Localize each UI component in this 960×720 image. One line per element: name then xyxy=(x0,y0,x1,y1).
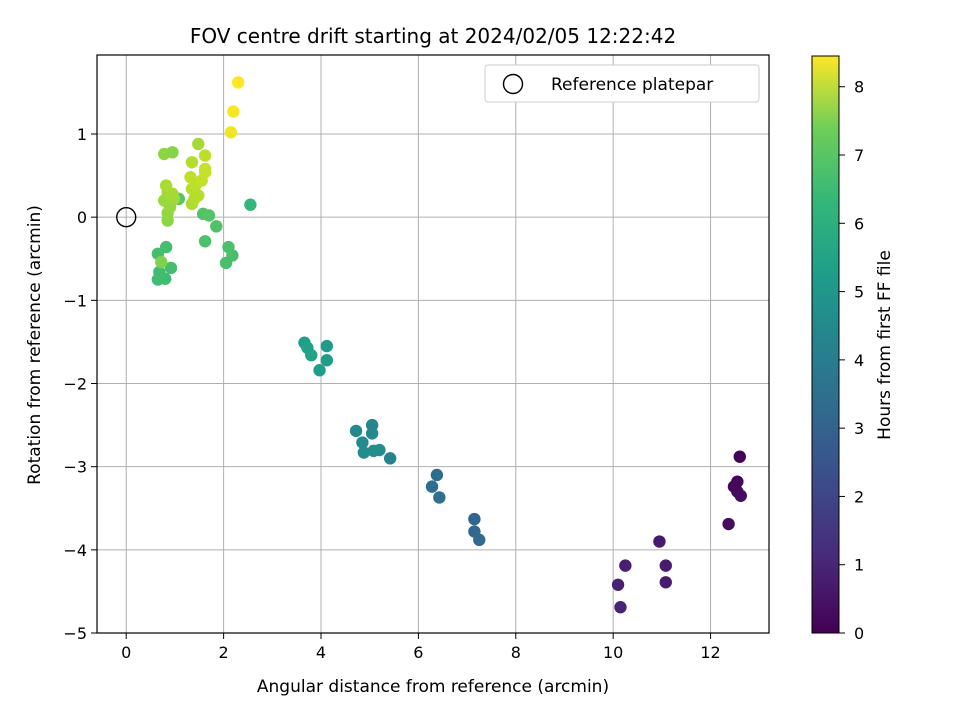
scatter-point xyxy=(153,265,166,279)
colorbar-tick-label: 3 xyxy=(854,419,864,438)
scatter-point xyxy=(356,436,369,449)
scatter-point xyxy=(198,149,212,162)
colorbar-gradient xyxy=(811,55,840,634)
scatter-point xyxy=(244,198,257,211)
colorbar-ticks: 0 1 2 3 4 5 6 7 8 xyxy=(839,78,864,643)
y-axis-label: Rotation from reference (arcmin) xyxy=(25,205,45,485)
plot-area-frame xyxy=(96,54,770,634)
scatter-point xyxy=(159,179,173,192)
scatter-point xyxy=(383,452,397,465)
scatter-point xyxy=(227,105,240,118)
scatter-point xyxy=(433,491,446,504)
data-points xyxy=(151,76,747,614)
scatter-point xyxy=(232,76,245,89)
scatter-point xyxy=(659,559,672,572)
legend-open-circle-icon xyxy=(502,73,524,95)
colorbar: 0 1 2 3 4 5 6 7 8 Hours from first FF file xyxy=(811,55,895,643)
grid-lines xyxy=(97,55,769,634)
scatter-point xyxy=(473,533,486,547)
y-axis-ticks: −5 −4 −3 −2 −1 0 1 xyxy=(63,125,97,643)
scatter-point xyxy=(164,261,178,275)
scatter-point xyxy=(210,220,223,233)
scatter-point xyxy=(357,446,371,459)
x-tick-label: 6 xyxy=(413,643,423,662)
scatter-point xyxy=(619,559,632,572)
colorbar-tick-label: 4 xyxy=(854,351,864,370)
scatter-point xyxy=(192,137,205,151)
scatter-point xyxy=(198,235,212,248)
scatter-point xyxy=(659,576,672,589)
x-tick-label: 10 xyxy=(603,643,623,662)
y-tick-label: −5 xyxy=(63,624,87,643)
scatter-point xyxy=(468,512,481,526)
colorbar-tick-label: 2 xyxy=(854,487,864,506)
scatter-point xyxy=(184,171,197,184)
scatter-point xyxy=(305,349,318,362)
scatter-point xyxy=(166,146,179,159)
scatter-point xyxy=(653,535,666,548)
scatter-point xyxy=(722,517,735,531)
scatter-point xyxy=(614,601,627,614)
y-tick-label: −4 xyxy=(63,541,87,560)
y-tick-label: −3 xyxy=(63,458,87,477)
scatter-point xyxy=(202,209,216,222)
scatter-point xyxy=(198,162,212,176)
scatter-point xyxy=(611,578,625,591)
scatter-point xyxy=(185,156,199,169)
scatter-point xyxy=(425,480,439,493)
x-tick-label: 8 xyxy=(511,643,521,662)
scatter-point xyxy=(734,489,747,502)
scatter-point xyxy=(373,443,386,457)
legend-box xyxy=(484,64,760,103)
x-axis-ticks: 0 2 4 6 8 10 12 xyxy=(121,633,721,662)
colorbar-tick-label: 1 xyxy=(854,556,864,575)
reference-platepar-marker xyxy=(116,206,137,228)
colorbar-tick-label: 6 xyxy=(854,214,864,233)
scatter-point xyxy=(320,339,334,353)
scatter-point xyxy=(430,468,444,482)
scatter-point xyxy=(365,427,379,440)
colorbar-tick-label: 0 xyxy=(854,624,864,643)
scatter-point xyxy=(320,354,334,367)
y-tick-label: 0 xyxy=(77,208,87,227)
colorbar-tick-label: 8 xyxy=(854,78,864,97)
scatter-point xyxy=(733,450,746,463)
scatter-point xyxy=(313,363,326,377)
x-axis-label: Angular distance from reference (arcmin) xyxy=(257,677,609,697)
y-tick-label: 1 xyxy=(77,125,87,144)
colorbar-label: Hours from first FF file xyxy=(875,250,895,440)
colorbar-tick-label: 5 xyxy=(854,283,864,302)
scatter-point xyxy=(159,240,173,254)
legend: Reference platepar xyxy=(484,64,760,103)
x-tick-label: 2 xyxy=(219,643,229,662)
scatter-point xyxy=(222,240,235,254)
x-tick-label: 4 xyxy=(316,643,326,662)
y-tick-label: −2 xyxy=(63,375,87,394)
legend-entry-label: Reference platepar xyxy=(551,75,713,95)
chart-title: FOV centre drift starting at 2024/02/05 … xyxy=(190,24,676,48)
scatter-point xyxy=(224,126,238,139)
x-tick-label: 0 xyxy=(121,643,131,662)
colorbar-tick-label: 7 xyxy=(854,146,864,165)
y-tick-label: −1 xyxy=(63,291,87,310)
scatter-point xyxy=(155,255,168,269)
scatter-point xyxy=(349,424,363,438)
x-tick-label: 12 xyxy=(700,643,720,662)
